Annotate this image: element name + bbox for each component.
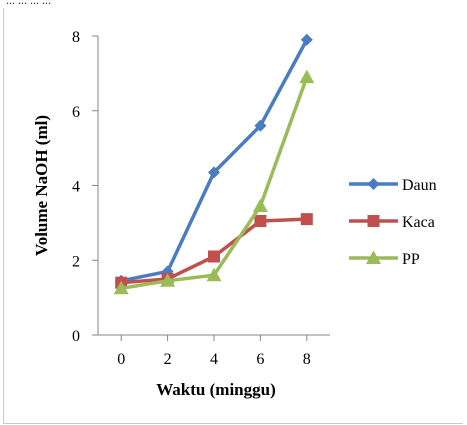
data-point-daun — [300, 33, 313, 46]
legend-marker-pp — [366, 250, 381, 264]
legend-marker-kaca — [367, 215, 380, 227]
data-point-pp — [206, 267, 222, 282]
legend-marker-daun — [367, 178, 380, 190]
series-line-daun — [120, 38, 309, 283]
chart-frame — [3, 8, 463, 424]
x-tick-label: 4 — [210, 351, 218, 368]
data-point-daun — [254, 119, 267, 132]
y-tick-label: 2 — [72, 253, 80, 270]
top-caption-fragment: ... ... ... ... — [6, 0, 51, 7]
x-axis-title: Waktu (minggu) — [156, 380, 276, 399]
data-point-kaca — [300, 213, 313, 226]
data-point-pp — [160, 273, 176, 287]
data-point-pp — [113, 280, 129, 295]
x-tick-label: 8 — [303, 351, 311, 368]
x-tick-label: 6 — [256, 351, 264, 368]
y-tick-label: 8 — [72, 29, 80, 46]
y-axis-title: Volume NaOH (ml) — [32, 115, 51, 256]
series-daun — [115, 33, 313, 287]
series-kaca — [115, 213, 313, 289]
legend-label-daun: Daun — [402, 177, 437, 194]
y-tick-label: 6 — [72, 104, 80, 121]
y-tick-label: 0 — [72, 328, 80, 345]
series-pp — [113, 69, 315, 295]
legend-item-kaca: Kaca — [349, 214, 435, 231]
legend-label-pp: PP — [402, 251, 420, 268]
x-tick-label: 2 — [164, 351, 172, 368]
data-point-daun — [208, 166, 220, 179]
data-point-kaca — [208, 250, 220, 263]
x-tick-label: 0 — [117, 351, 125, 368]
data-point-pp — [252, 198, 268, 213]
legend-item-daun: Daun — [349, 177, 437, 194]
legend-item-pp: PP — [349, 250, 420, 268]
data-point-kaca — [254, 215, 267, 228]
data-point-pp — [299, 69, 315, 84]
legend-label-kaca: Kaca — [402, 214, 435, 231]
y-tick-label: 4 — [72, 179, 80, 196]
